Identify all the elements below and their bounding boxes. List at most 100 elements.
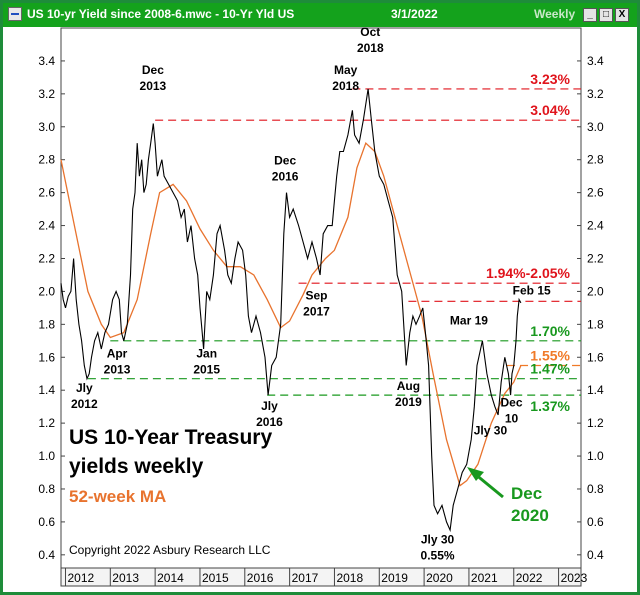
level-label: 1.70% <box>530 323 570 339</box>
level-label: 1.94%-2.05% <box>486 265 571 281</box>
window-period: Weekly <box>534 7 576 21</box>
y-tick-label-left: 2.4 <box>38 219 55 233</box>
annotation-label: 10 <box>505 412 519 426</box>
y-tick-label-left: 2.0 <box>38 284 55 298</box>
y-tick-label-right: 2.6 <box>587 186 604 200</box>
x-tick-label: 2017 <box>292 571 319 585</box>
minimize-button[interactable]: _ <box>583 8 597 22</box>
annotation-label: Jly <box>261 399 278 413</box>
annotation-label: 2013 <box>104 362 131 376</box>
annotation-label: 2017 <box>303 305 330 319</box>
x-axis-bar <box>60 567 582 587</box>
y-tick-label-left: 1.2 <box>38 416 55 430</box>
chart-subtitle: 52-week MA <box>69 487 166 506</box>
x-tick-label: 2021 <box>471 571 498 585</box>
y-tick-label-left: 0.8 <box>38 482 55 496</box>
chart-app-icon <box>8 7 22 21</box>
annotation-label: 2018 <box>332 79 359 93</box>
window-titlebar[interactable]: US 10-yr Yield since 2008-6.mwc - 10-Yr … <box>3 3 637 27</box>
x-tick-label: 2020 <box>426 571 453 585</box>
annotation-label: Sep <box>306 289 328 303</box>
level-label: 1.55% <box>530 348 570 364</box>
callout-arrow-shaft <box>474 472 504 499</box>
copyright-note: Copyright 2022 Asbury Research LLC <box>69 543 271 557</box>
y-tick-label-right: 2.4 <box>587 219 604 233</box>
level-label: 3.04% <box>530 102 570 118</box>
y-tick-label-right: 1.6 <box>587 350 604 364</box>
y-tick-label-left: 0.6 <box>38 515 55 529</box>
x-tick-label: 2012 <box>67 571 94 585</box>
annotation-label: Aug <box>397 379 420 393</box>
x-tick-label: 2019 <box>381 571 408 585</box>
y-tick-label-right: 1.8 <box>587 317 604 331</box>
y-tick-label-right: 1.0 <box>587 449 604 463</box>
y-tick-label-left: 1.4 <box>38 383 55 397</box>
chart-svg: 0.4 0.4 0.6 0.6 0.8 0.8 1.0 1.0 1.2 1.2 1.4 1.4 1.6 1… <box>38 27 604 587</box>
callout-label-year: 2020 <box>511 506 549 525</box>
ma-52-week-line <box>60 142 522 487</box>
x-tick-label: 2016 <box>247 571 274 585</box>
y-tick-label-right: 0.6 <box>587 515 604 529</box>
callout-arrow-head <box>467 467 484 481</box>
annotation-label: Dec <box>274 154 296 168</box>
window-title: US 10-yr Yield since 2008-6.mwc - 10-Yr … <box>27 7 295 21</box>
y-tick-label-right: 1.2 <box>587 416 604 430</box>
x-tick-label: 2018 <box>336 571 363 585</box>
plot-frame <box>60 27 582 569</box>
dec-2020-callout: Dec 2020 <box>467 467 549 525</box>
annotation-label: Jan <box>196 346 217 360</box>
callout-label-month: Dec <box>511 484 542 503</box>
close-button[interactable]: X <box>615 8 629 22</box>
annotation-label: 2013 <box>140 79 167 93</box>
annotation-label: Feb 15 <box>513 284 551 298</box>
x-tick-label: 2023 <box>561 571 588 585</box>
y-tick-label-left: 1.6 <box>38 350 55 364</box>
y-tick-label-right: 2.0 <box>587 284 604 298</box>
y-tick-label-right: 3.2 <box>587 87 604 101</box>
annotation-label: Dec <box>142 63 164 77</box>
annotation-label: Jly <box>76 381 93 395</box>
y-tick-label-left: 3.4 <box>38 54 55 68</box>
annotation-label: 2016 <box>256 415 283 429</box>
x-tick-label: 2015 <box>202 571 229 585</box>
y-tick-label-right: 3.4 <box>587 54 604 68</box>
plot-area: 0.4 0.4 0.6 0.6 0.8 0.8 1.0 1.0 1.2 1.2 1.4 1.4 1.6 1… <box>3 27 637 592</box>
y-tick-label-right: 1.4 <box>587 383 604 397</box>
annotation-label: 2019 <box>395 395 422 409</box>
window-date: 3/1/2022 <box>391 7 438 21</box>
annotation-label: Dec <box>501 396 523 410</box>
y-tick-label-left: 3.0 <box>38 120 55 134</box>
annotation-label: 2012 <box>71 397 98 411</box>
level-label: 3.23% <box>530 71 570 87</box>
y-tick-label-right: 0.8 <box>587 482 604 496</box>
y-tick-label-right: 2.8 <box>587 153 604 167</box>
annotation-label: May <box>334 63 358 77</box>
yield-line <box>60 88 522 533</box>
annotation-label: 2016 <box>272 170 299 184</box>
annotation-label: Oct <box>360 27 380 39</box>
level-label: 1.37% <box>530 398 570 414</box>
y-tick-label-left: 2.8 <box>38 153 55 167</box>
annotation-label: Jly 30 <box>421 532 455 546</box>
x-tick-label: 2013 <box>112 571 139 585</box>
y-tick-label-right: 0.4 <box>587 548 604 562</box>
y-tick-label-left: 3.2 <box>38 87 55 101</box>
annotation-label: Apr <box>107 346 128 360</box>
y-tick-label-left: 1.8 <box>38 317 55 331</box>
annotation-label: 0.55% <box>421 548 455 562</box>
chart-title: US 10-Year Treasury yields weekly <box>69 426 278 478</box>
maximize-button[interactable]: □ <box>599 8 613 22</box>
y-tick-label-right: 2.2 <box>587 251 604 265</box>
x-tick-label: 2014 <box>157 571 184 585</box>
annotation-label: Jly 30 <box>474 424 508 438</box>
y-tick-label-left: 2.6 <box>38 186 55 200</box>
y-tick-label-right: 3.0 <box>587 120 604 134</box>
x-tick-label: 2022 <box>516 571 543 585</box>
y-tick-label-left: 1.0 <box>38 449 55 463</box>
y-tick-label-left: 0.4 <box>38 548 55 562</box>
level-label: 1.47% <box>530 361 570 377</box>
annotation-label: 2018 <box>357 41 384 55</box>
annotation-label: 2015 <box>193 362 220 376</box>
annotation-label: Mar 19 <box>450 313 488 327</box>
